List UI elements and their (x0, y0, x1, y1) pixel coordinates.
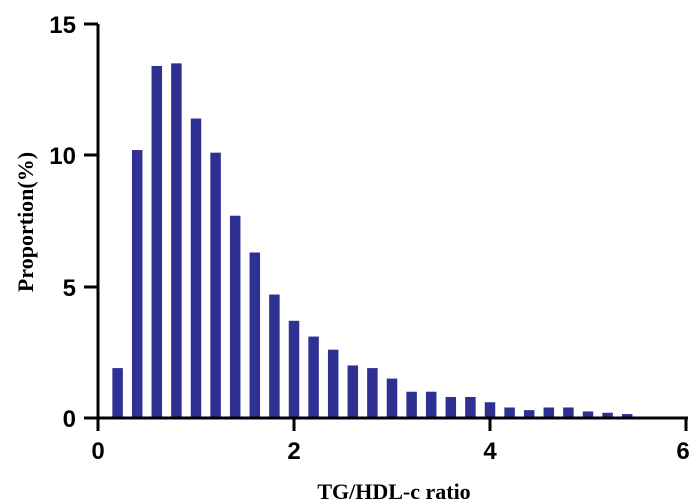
bar-15 (406, 391, 417, 418)
bar-7 (249, 252, 261, 418)
bar-3 (171, 63, 182, 419)
bar-20 (504, 407, 515, 418)
bar-11 (327, 349, 339, 418)
x-axis-ticks: 0 2 4 6 (91, 418, 690, 465)
bar-18 (465, 396, 476, 418)
y-tick-label-5: 5 (63, 275, 76, 302)
y-tick-label-10: 10 (49, 143, 76, 170)
bar-8 (269, 294, 280, 418)
bar-14 (386, 378, 398, 419)
bar-19 (484, 402, 496, 418)
x-tick-label-2: 2 (287, 438, 300, 465)
y-axis-title: Proportion(%) (13, 152, 38, 292)
x-tick-label-6: 6 (676, 438, 689, 465)
y-tick-label-0: 0 (63, 406, 76, 433)
bar-26 (621, 414, 633, 418)
bar-17 (445, 396, 457, 418)
bar-12 (347, 365, 359, 418)
bar-6 (229, 215, 241, 418)
bar-9 (288, 320, 300, 418)
bar-5 (210, 152, 221, 419)
x-axis-title: TG/HDL-c ratio (317, 479, 470, 504)
bar-10 (308, 336, 319, 418)
y-tick-label-15: 15 (49, 12, 76, 39)
bar-2 (151, 65, 163, 418)
y-axis-ticks: 0 5 10 15 (49, 12, 98, 433)
bar-16 (425, 391, 437, 418)
bar-23 (563, 407, 574, 418)
bar-24 (582, 411, 594, 418)
bar-0 (112, 368, 123, 418)
x-tick-label-0: 0 (91, 438, 104, 465)
bar-21 (523, 410, 535, 418)
bar-4 (190, 118, 202, 419)
bar-1 (131, 150, 143, 419)
bars-group (112, 63, 633, 419)
bar-13 (367, 368, 378, 418)
bar-25 (602, 412, 613, 418)
x-tick-label-4: 4 (483, 438, 497, 465)
bar-22 (543, 407, 555, 418)
